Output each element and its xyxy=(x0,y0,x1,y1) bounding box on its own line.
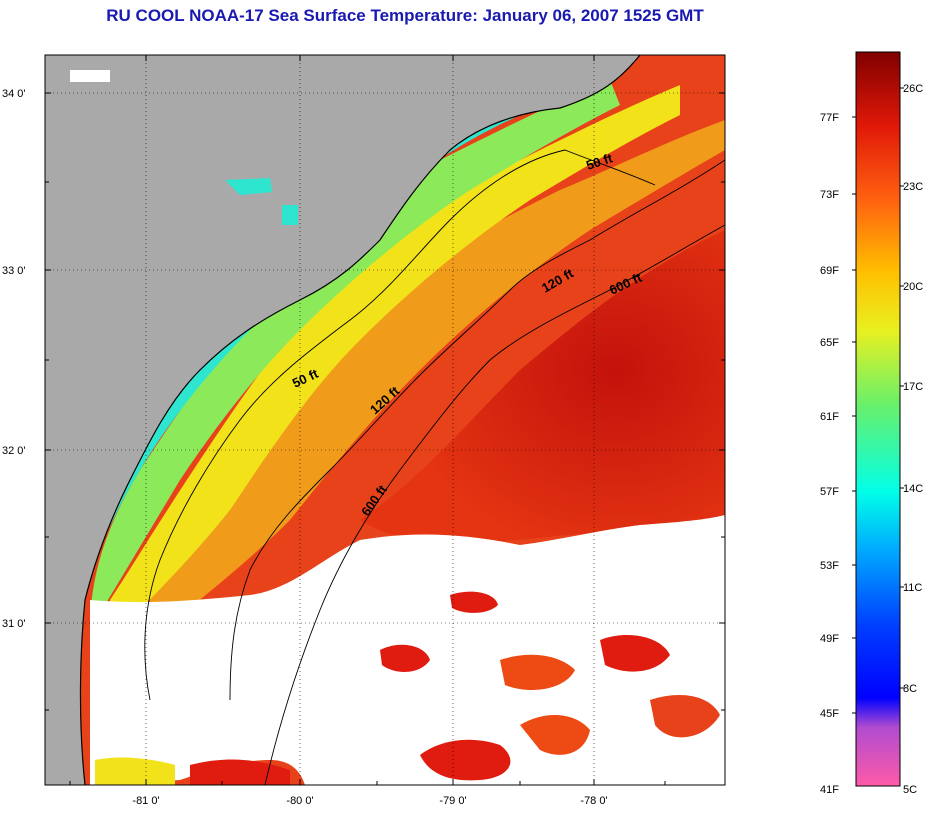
colorbar-label-f: 45F xyxy=(820,708,839,720)
lon-tick-label: -78 0' xyxy=(580,795,607,807)
graticule xyxy=(45,55,725,785)
inland-lake xyxy=(225,178,272,195)
colorbar-label-f: 73F xyxy=(820,189,839,201)
lon-tick-label: -80 0' xyxy=(286,795,313,807)
warm-patch xyxy=(95,757,175,785)
lon-tick-label: -79 0' xyxy=(439,795,466,807)
coastline xyxy=(79,55,641,785)
land-area xyxy=(45,55,640,785)
colorbar-label-c: 11C xyxy=(903,582,922,594)
colorbar-label-f: 41F xyxy=(820,784,839,796)
warm-patch xyxy=(450,591,498,613)
colorbar-label-f: 57F xyxy=(820,486,839,498)
colorbar-label-c: 8C xyxy=(903,683,917,695)
colorbar-ticks xyxy=(852,87,904,714)
map-frame xyxy=(44,54,726,786)
warm-patch xyxy=(500,654,575,690)
inland-cloud xyxy=(70,70,110,82)
warm-patch xyxy=(380,644,430,672)
gulf-stream-core xyxy=(360,230,725,543)
map-body xyxy=(45,55,725,785)
map-title: RU COOL NOAA-17 Sea Surface Temperature:… xyxy=(106,6,704,25)
warm-patch xyxy=(520,714,590,755)
colorbar-label-f: 69F xyxy=(820,265,839,277)
lon-tick-label: -81 0' xyxy=(132,795,159,807)
warm-patch xyxy=(650,695,720,738)
warm-patch xyxy=(600,635,670,672)
isobath-50ft xyxy=(144,149,656,701)
colorbar-label-f: 49F xyxy=(820,633,839,645)
colorbar-label-f: 53F xyxy=(820,560,839,572)
orange-band xyxy=(150,120,725,640)
lat-tick-label: 34 0' xyxy=(2,88,26,100)
colorbar-label-c: 26C xyxy=(903,83,923,95)
colorbar-label-c: 20C xyxy=(903,281,923,293)
colorbar-label-c: 23C xyxy=(903,181,923,193)
lat-tick-label: 31 0' xyxy=(2,618,26,630)
colorbar-label-f: 77F xyxy=(820,112,839,124)
warm-patch xyxy=(420,739,511,781)
isobath-600ft xyxy=(264,224,725,785)
lat-tick-label: 32 0' xyxy=(2,445,26,457)
colorbar-label-c: 5C xyxy=(903,784,917,796)
tick-marks xyxy=(45,55,725,785)
colorbar-label-c: 14C xyxy=(903,483,923,495)
colorbar-label-c: 17C xyxy=(903,381,923,393)
colorbar-label-f: 65F xyxy=(820,337,839,349)
colorbar xyxy=(855,51,901,787)
warm-patch xyxy=(190,759,290,785)
inland-lake-2 xyxy=(282,205,298,225)
lat-tick-label: 33 0' xyxy=(2,265,26,277)
yellow-band xyxy=(110,85,680,640)
colorbar-label-f: 61F xyxy=(820,411,839,423)
isobath-120ft xyxy=(229,159,725,701)
